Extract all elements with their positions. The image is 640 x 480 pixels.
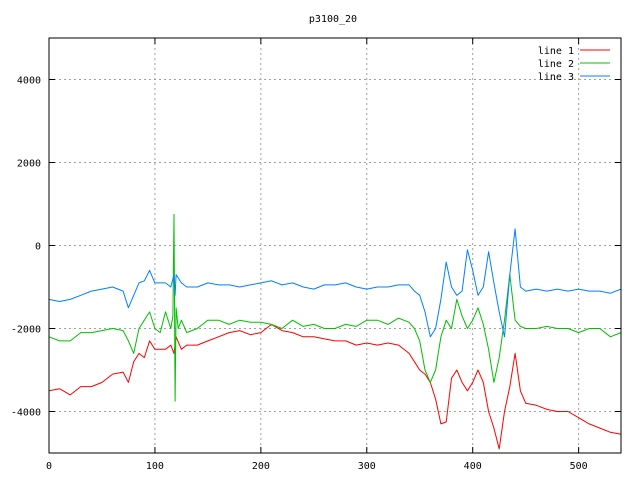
y-tick-label: -4000 xyxy=(11,408,41,419)
y-tick-label: -2000 xyxy=(11,325,41,336)
y-tick-label: 2000 xyxy=(17,159,41,170)
x-tick-label: 300 xyxy=(358,461,376,472)
legend-label: line 3 xyxy=(538,72,574,83)
x-tick-label: 200 xyxy=(252,461,270,472)
grid-lines xyxy=(49,38,621,453)
series-group xyxy=(48,213,622,450)
legend-label: line 2 xyxy=(538,59,574,70)
x-tick-label: 400 xyxy=(464,461,482,472)
y-tick-label: 0 xyxy=(35,242,41,253)
legend: line 1 line 2 line 3 xyxy=(538,46,610,83)
series-line-2 xyxy=(48,213,622,402)
x-tick-label: 0 xyxy=(46,461,52,472)
series-line-1 xyxy=(48,323,622,450)
series-line-3 xyxy=(48,228,622,338)
y-tick-label: 4000 xyxy=(17,76,41,87)
legend-label: line 1 xyxy=(538,46,574,57)
y-axis: -4000 -2000 0 2000 4000 xyxy=(11,76,621,419)
chart-title: p3100_20 xyxy=(309,14,357,25)
plot-frame xyxy=(48,37,622,454)
x-tick-label: 100 xyxy=(146,461,164,472)
x-axis: 0 100 200 300 400 500 xyxy=(46,38,588,472)
x-tick-label: 500 xyxy=(570,461,588,472)
